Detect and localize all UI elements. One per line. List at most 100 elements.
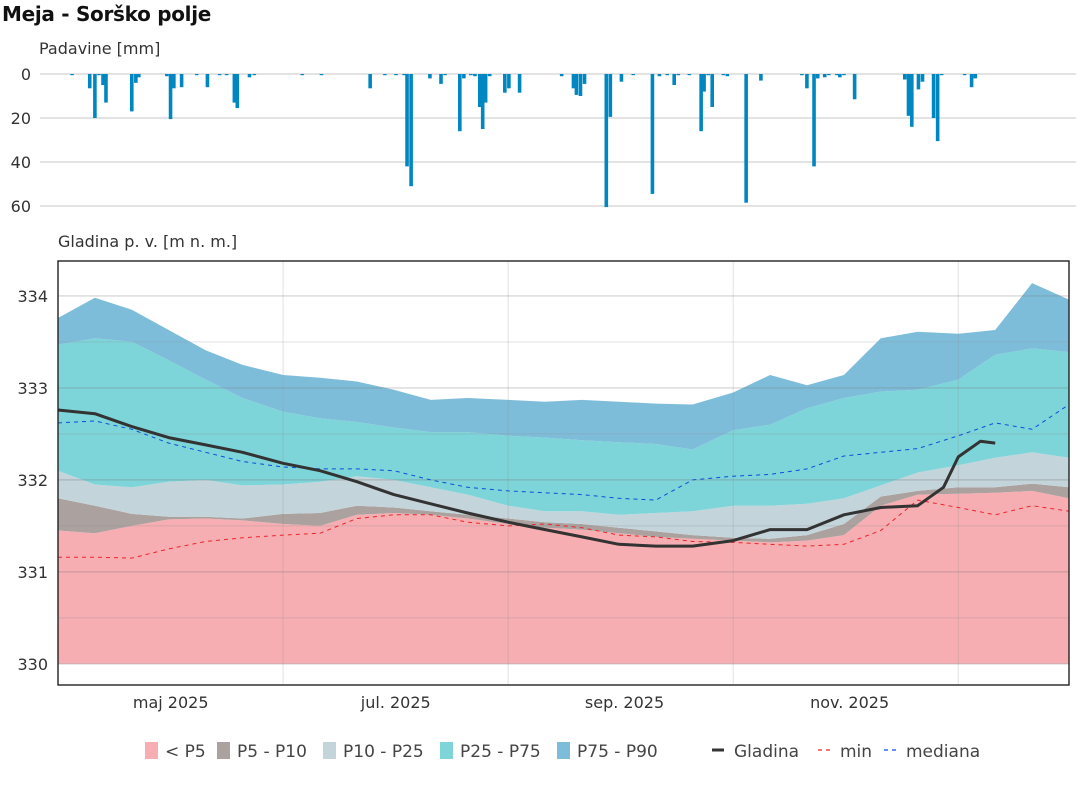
legend-item[interactable]: P25 - P75 — [440, 742, 541, 762]
water-level-y-tick-label: 332 — [17, 471, 48, 490]
rainfall-bar — [702, 74, 706, 92]
rainfall-bar — [205, 74, 210, 88]
rainfall-bar — [962, 74, 967, 76]
rainfall-bar — [473, 74, 477, 77]
rainfall-bar — [559, 74, 564, 77]
legend-item[interactable]: < P5 — [145, 742, 206, 762]
rainfall-bar — [665, 74, 669, 76]
rainfall-bar — [725, 74, 730, 77]
legend-item[interactable]: mediana — [884, 742, 980, 762]
rainfall-bar — [428, 74, 432, 79]
rainfall-bar — [906, 74, 911, 116]
x-tick-label: sep. 2025 — [585, 693, 664, 712]
rainfall-bar — [721, 74, 726, 76]
rainfall-bar — [920, 74, 925, 82]
rainfall-bar — [383, 74, 387, 76]
x-tick-label: nov. 2025 — [810, 693, 889, 712]
legend-label: P75 - P90 — [577, 742, 658, 762]
rainfall-bar — [487, 74, 492, 77]
rainfall-bar — [931, 74, 936, 118]
rainfall-bar — [409, 74, 413, 187]
rainfall-bar — [710, 74, 714, 107]
band-p5-p10 — [58, 483, 1069, 543]
rainfall-bar — [439, 74, 443, 84]
water-level-y-tick-label: 334 — [17, 287, 48, 306]
band-p75-p90 — [58, 283, 1069, 450]
rainfall-bar — [571, 74, 576, 89]
rainfall-bar — [822, 74, 827, 78]
series-gladina — [57, 408, 996, 548]
rainfall-bar — [574, 74, 579, 95]
legend-swatch — [145, 742, 158, 759]
water-level-y-tick-label: 333 — [17, 379, 48, 398]
rainfall-bar — [137, 74, 141, 78]
legend-label: min — [840, 742, 872, 762]
rainfall-bar — [910, 74, 914, 127]
rainfall-bar — [458, 74, 462, 132]
rainfall-bar — [172, 74, 176, 89]
rainfall-bar — [503, 74, 507, 93]
rainfall-bar — [368, 74, 372, 89]
rainfall-bar — [903, 74, 907, 80]
band-p10-p25 — [58, 452, 1069, 539]
rainfall-bar — [300, 74, 305, 76]
rainfall-bar — [217, 74, 222, 76]
legend-item[interactable]: min — [818, 742, 872, 762]
rainfall-bar — [935, 74, 940, 142]
rainfall-bar — [443, 74, 447, 76]
rainfall-bar — [676, 74, 681, 76]
rainfall-bar — [916, 74, 921, 90]
rainfall-bar — [759, 74, 763, 81]
legend-item[interactable]: P75 - P90 — [557, 742, 658, 762]
rainfall-bar — [939, 74, 944, 76]
rainfall-bar — [631, 74, 636, 76]
legend-label: P5 - P10 — [237, 742, 307, 762]
rainfall-bar — [165, 74, 169, 77]
rainfall-bar — [800, 74, 804, 76]
rainfall-y-tick-label: 40 — [11, 153, 31, 172]
rainfall-bar — [232, 74, 237, 103]
rainfall-bar — [619, 74, 624, 82]
band-p25-p75 — [58, 338, 1069, 515]
rainfall-bar — [235, 74, 240, 109]
rainfall-y-tick-label: 20 — [11, 109, 31, 128]
rainfall-bar — [578, 74, 583, 96]
rainfall-bar — [179, 74, 184, 88]
rainfall-y-tick-label: 60 — [11, 197, 31, 216]
rainfall-bar — [687, 74, 692, 76]
legend-label: mediana — [906, 742, 980, 762]
rainfall-bar — [815, 74, 820, 79]
rainfall-bar — [973, 74, 978, 79]
rainfall-bar — [517, 74, 522, 93]
rainfall-y-tick-label: 0 — [21, 65, 31, 84]
rainfall-bar — [477, 74, 482, 107]
x-axis-ticks: maj 2025 jul. 2025 sep. 2025 nov. 2025 — [133, 693, 889, 712]
rainfall-bar — [405, 74, 409, 167]
rainfall-bar — [852, 74, 857, 100]
x-tick-label: jul. 2025 — [360, 693, 431, 712]
rainfall-bar — [194, 74, 199, 76]
water-level-y-tick-label: 331 — [17, 563, 48, 582]
rainfall-bar — [826, 74, 831, 76]
water-level-y-ticks: 330 331 332 333 334 — [17, 287, 48, 674]
legend-item[interactable]: P10 - P25 — [323, 742, 424, 762]
rainfall-bar — [608, 74, 613, 117]
legend-item[interactable]: Gladina — [712, 742, 799, 762]
rainfall-bar — [805, 74, 809, 89]
legend-item[interactable]: P5 - P10 — [217, 742, 307, 762]
rainfall-bar — [812, 74, 816, 167]
rainfall-bar — [835, 74, 839, 76]
water-level-axis-title: Gladina p. v. [m n. m.] — [58, 232, 237, 251]
rainfall-bar — [838, 74, 842, 78]
legend-swatch — [217, 742, 230, 759]
rainfall-bar — [462, 74, 466, 79]
legend-label: P25 - P75 — [460, 742, 541, 762]
rainfall-bar — [70, 74, 74, 76]
rainfall-bar — [97, 74, 101, 76]
rainfall-bar — [168, 74, 173, 120]
rainfall-bar — [657, 74, 662, 77]
plot-frame — [57, 260, 1070, 686]
rainfall-bar — [247, 74, 252, 78]
rainfall-bar — [699, 74, 703, 132]
